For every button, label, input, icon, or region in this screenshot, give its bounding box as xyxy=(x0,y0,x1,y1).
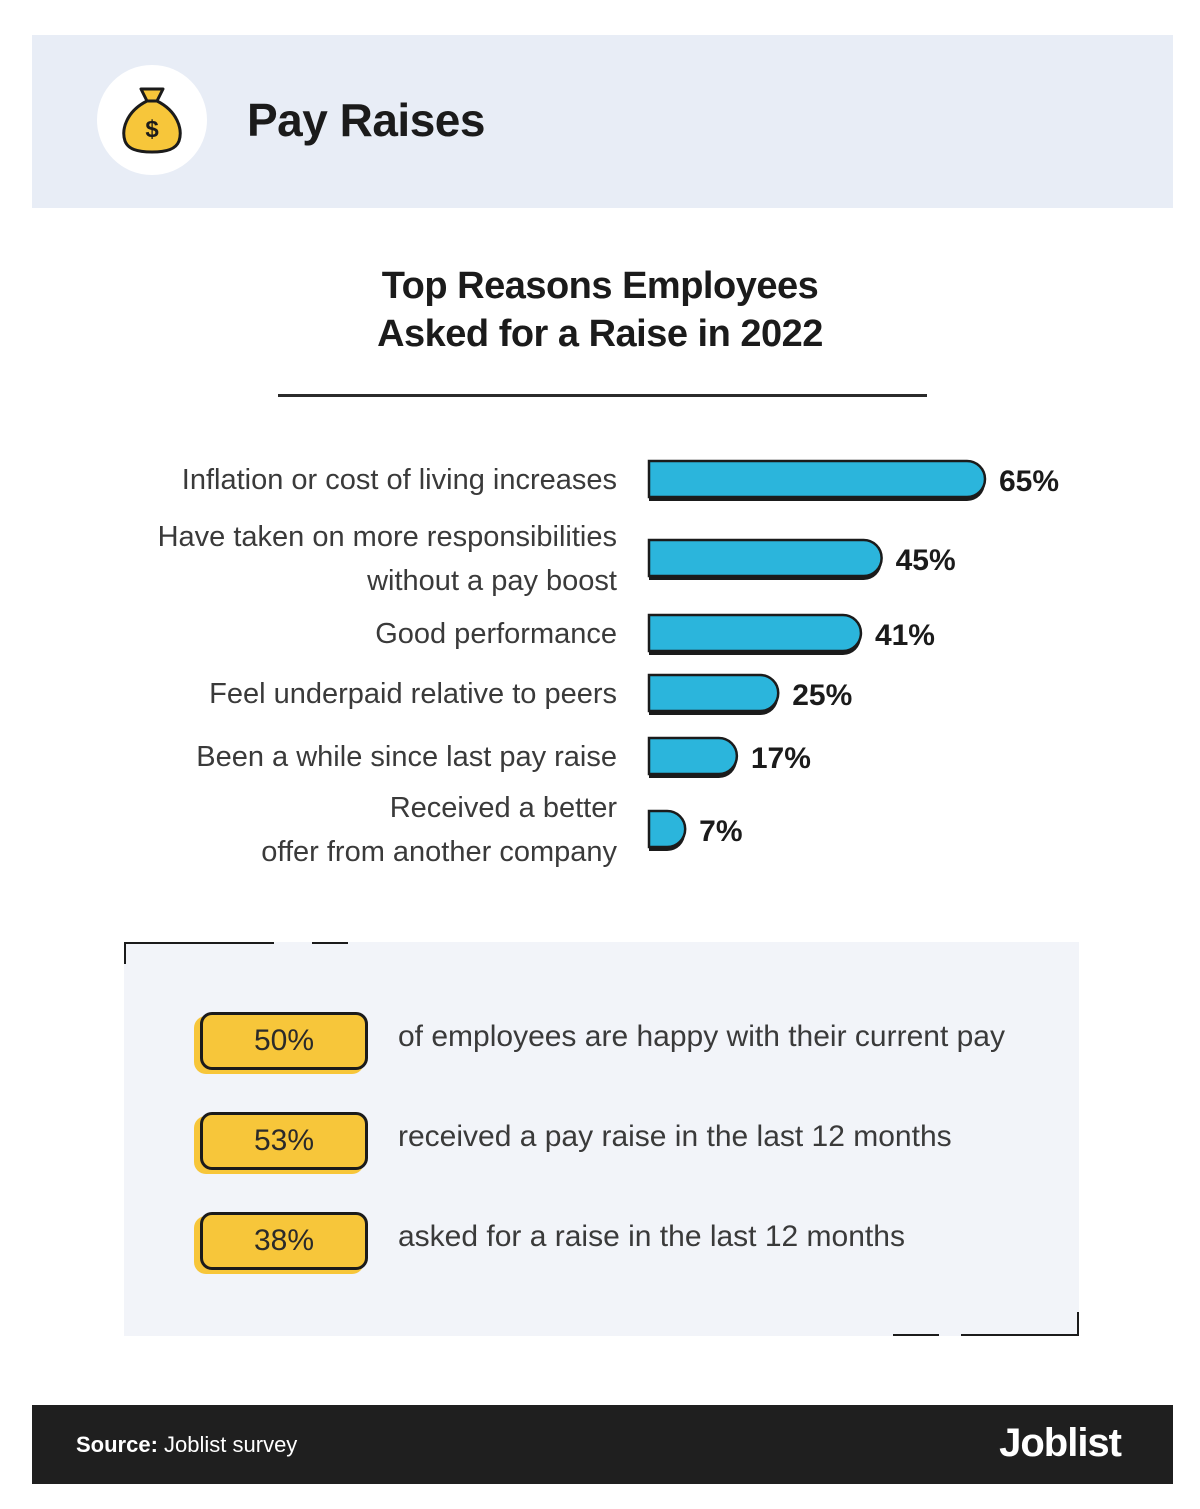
bar-chart: 65% Inflation or cost of living increases… xyxy=(158,459,1059,868)
chart-title-line-1: Top Reasons Employees xyxy=(381,265,819,307)
brand-logo: Joblist xyxy=(999,1421,1122,1465)
corner-mark xyxy=(1077,1312,1079,1336)
icon-badge: $ xyxy=(97,65,207,175)
chart-title-line-2: Asked for a Raise in 2022 xyxy=(377,313,823,355)
corner-mark xyxy=(893,1334,939,1336)
bar-value-label: 45% xyxy=(896,544,956,577)
source-text: Joblist survey xyxy=(157,1432,298,1457)
bar xyxy=(647,538,883,578)
category-label: offer from another company xyxy=(261,836,617,868)
stat-value-badge: 53% xyxy=(200,1112,368,1170)
category-label: Inflation or cost of living increases xyxy=(182,464,617,496)
stat-text: of employees are happy with their curren… xyxy=(398,1020,1005,1053)
corner-mark xyxy=(124,942,126,964)
bar-value-label: 65% xyxy=(999,465,1059,498)
header-banner: $ Pay Raises xyxy=(32,35,1173,208)
corner-mark xyxy=(124,942,274,944)
stat-text: asked for a raise in the last 12 months xyxy=(398,1220,905,1253)
stats-panel: 50% of employees are happy with their cu… xyxy=(124,942,1079,1336)
corner-mark xyxy=(312,942,348,944)
category-label: Good performance xyxy=(375,618,617,650)
corner-mark xyxy=(961,1334,1079,1336)
source-label: Source: xyxy=(76,1432,158,1457)
bar-value-label: 7% xyxy=(699,815,742,848)
chart-title: Top Reasons Employees Asked for a Raise … xyxy=(0,262,1200,358)
title-divider xyxy=(278,394,927,397)
stat-row: 53% received a pay raise in the last 12 … xyxy=(194,1112,1054,1174)
footer-bar: Source: Joblist survey Joblist xyxy=(32,1405,1173,1484)
stat-value-badge: 38% xyxy=(200,1212,368,1270)
bar xyxy=(647,736,739,776)
bar xyxy=(647,613,863,653)
bar-value-label: 25% xyxy=(792,679,852,712)
bar xyxy=(647,459,987,499)
money-bag-icon: $ xyxy=(122,87,182,154)
bar-value-label: 41% xyxy=(875,619,935,652)
source-note: Source: Joblist survey xyxy=(76,1432,297,1458)
category-label: Feel underpaid relative to peers xyxy=(209,678,617,710)
bar-value-label: 17% xyxy=(751,742,811,775)
stat-text: received a pay raise in the last 12 mont… xyxy=(398,1120,952,1153)
bar xyxy=(647,809,687,849)
bar xyxy=(647,673,780,713)
category-label: Have taken on more responsibilities xyxy=(158,521,617,553)
stat-row: 38% asked for a raise in the last 12 mon… xyxy=(194,1212,1054,1274)
svg-text:$: $ xyxy=(145,116,159,143)
stat-value-badge: 50% xyxy=(200,1012,368,1070)
page-title: Pay Raises xyxy=(247,94,485,146)
category-label: Received a better xyxy=(390,792,618,824)
category-label: Been a while since last pay raise xyxy=(196,741,617,773)
stat-row: 50% of employees are happy with their cu… xyxy=(194,1012,1054,1074)
category-label: without a pay boost xyxy=(366,565,617,597)
